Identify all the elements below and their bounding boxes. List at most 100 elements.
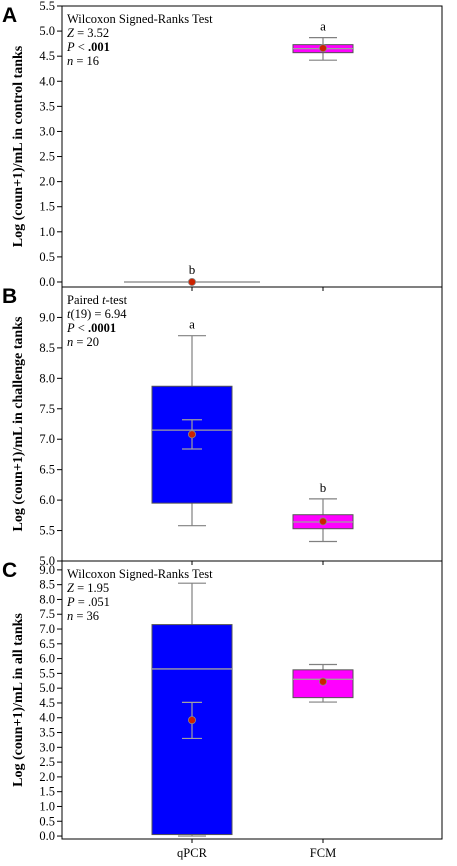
stats-annotation-segment: -test [106, 293, 128, 307]
y-tick-label: 9.0 [39, 563, 55, 577]
y-tick-label: 2.5 [39, 755, 55, 769]
stats-annotation-segment: Paired [67, 293, 102, 307]
y-tick-label: 0.0 [39, 275, 55, 289]
mean-marker [187, 277, 196, 286]
box-fcm: b [292, 480, 354, 543]
stats-annotation-line: P = .051 [66, 595, 110, 609]
mean-marker [318, 517, 327, 526]
y-tick-label: 0.0 [39, 829, 55, 843]
stats-annotation-line: Z = 1.95 [67, 581, 109, 595]
stats-annotation-line: n = 20 [67, 335, 99, 349]
y-tick-label: 4.0 [39, 711, 55, 725]
y-tick-label: 8.5 [39, 578, 55, 592]
y-tick-label: 5.0 [39, 681, 55, 695]
stats-annotation-segment: t [67, 307, 71, 321]
y-tick-label: 3.5 [39, 99, 55, 113]
y-tick-label: 3.5 [39, 726, 55, 740]
y-tick-label: 7.5 [39, 607, 55, 621]
y-tick-label: 8.0 [39, 371, 55, 385]
stats-annotation-line: n = 16 [67, 54, 99, 68]
panel-letter: B [2, 285, 17, 308]
y-axis-label: Log (coun+1)/mL in challenge tanks [11, 316, 26, 531]
stats-annotation-segment: .001 [88, 40, 110, 54]
stats-annotation-segment: P [66, 595, 75, 609]
significance-letter: a [189, 317, 195, 332]
stats-annotation-segment: Wilcoxon Signed-Ranks Test [67, 567, 213, 581]
stats-annotation-segment: Z [67, 26, 75, 40]
y-tick-label: 1.5 [39, 200, 55, 214]
significance-letter: a [320, 19, 326, 34]
y-tick-label: 3.0 [39, 740, 55, 754]
stats-annotation-segment: n [67, 335, 73, 349]
stats-annotation-line: Paired t-test [67, 293, 128, 307]
stats-annotation-line: t(19) = 6.94 [67, 307, 127, 321]
y-tick-label: 0.5 [39, 814, 55, 828]
y-tick-label: 1.0 [39, 225, 55, 239]
y-tick-label: 5.0 [39, 554, 55, 568]
y-tick-label: 1.5 [39, 785, 55, 799]
stats-annotation-segment: = 3.52 [74, 26, 109, 40]
box-qpcr: a [151, 317, 233, 527]
y-tick-label: 7.5 [39, 402, 55, 416]
y-tick-label: 6.0 [39, 652, 55, 666]
stats-annotation-segment: P [66, 40, 75, 54]
plot-frame-A [61, 5, 443, 288]
y-tick-label: 5.5 [39, 666, 55, 680]
stats-annotation-segment: = 20 [73, 335, 99, 349]
y-tick-label: 2.0 [39, 770, 55, 784]
mean-marker [187, 716, 196, 725]
y-tick-label: 5.5 [39, 0, 55, 13]
box-qpcr [151, 582, 233, 837]
y-tick-label: 8.5 [39, 341, 55, 355]
stats-annotation-segment: = 36 [73, 609, 99, 623]
x-category-label: FCM [310, 846, 336, 860]
y-axis-label: Log (coun+1)/mL in all tanks [11, 613, 26, 787]
plot-frame-C [61, 560, 443, 840]
stats-annotation-line: Wilcoxon Signed-Ranks Test [67, 12, 213, 26]
stats-annotation-line: Z = 3.52 [67, 26, 109, 40]
panel-letter: C [2, 559, 17, 582]
y-tick-label: 8.0 [39, 592, 55, 606]
y-tick-label: 3.0 [39, 124, 55, 138]
y-tick-label: 0.5 [39, 250, 55, 264]
y-tick-label: 4.5 [39, 696, 55, 710]
y-tick-label: 5.5 [39, 524, 55, 538]
stats-annotation-segment: = 16 [73, 54, 99, 68]
panel-letter: A [2, 4, 17, 27]
stats-annotation-segment: n [67, 54, 73, 68]
y-tick-label: 7.0 [39, 622, 55, 636]
y-tick-label: 2.0 [39, 175, 55, 189]
y-tick-label: 6.5 [39, 637, 55, 651]
y-tick-label: 6.5 [39, 463, 55, 477]
stats-annotation-segment: Wilcoxon Signed-Ranks Test [67, 12, 213, 26]
stats-annotation-segment: < [75, 40, 88, 54]
x-category-label: qPCR [177, 846, 208, 860]
mean-marker [318, 44, 327, 53]
stats-annotation-segment: t [102, 293, 106, 307]
stats-annotation-segment: = .051 [75, 595, 110, 609]
stats-annotation-line: Wilcoxon Signed-Ranks Test [67, 567, 213, 581]
stats-annotation-segment: < [75, 321, 88, 335]
significance-letter: b [189, 262, 196, 277]
y-tick-label: 4.5 [39, 49, 55, 63]
stats-annotation-segment: = 1.95 [74, 581, 109, 595]
y-tick-label: 6.0 [39, 493, 55, 507]
stats-annotation-segment: (19) = 6.94 [70, 307, 127, 321]
mean-marker [187, 430, 196, 439]
stats-annotation-segment: n [67, 609, 73, 623]
box-fcm: a [292, 19, 354, 61]
stats-annotation-segment: .0001 [88, 321, 116, 335]
plot-frame-B [61, 286, 443, 562]
stats-annotation-line: n = 36 [67, 609, 99, 623]
y-tick-label: 1.0 [39, 799, 55, 813]
box-qpcr: b [124, 262, 260, 286]
y-axis-label: Log (coun+1)/mL in control tanks [11, 45, 26, 247]
y-tick-label: 7.0 [39, 432, 55, 446]
y-tick-label: 2.5 [39, 150, 55, 164]
stats-annotation-segment: Z [67, 581, 75, 595]
y-tick-label: 9.0 [39, 310, 55, 324]
y-tick-label: 5.0 [39, 24, 55, 38]
box-fcm [292, 663, 354, 703]
stats-annotation-line: P < .0001 [66, 321, 116, 335]
